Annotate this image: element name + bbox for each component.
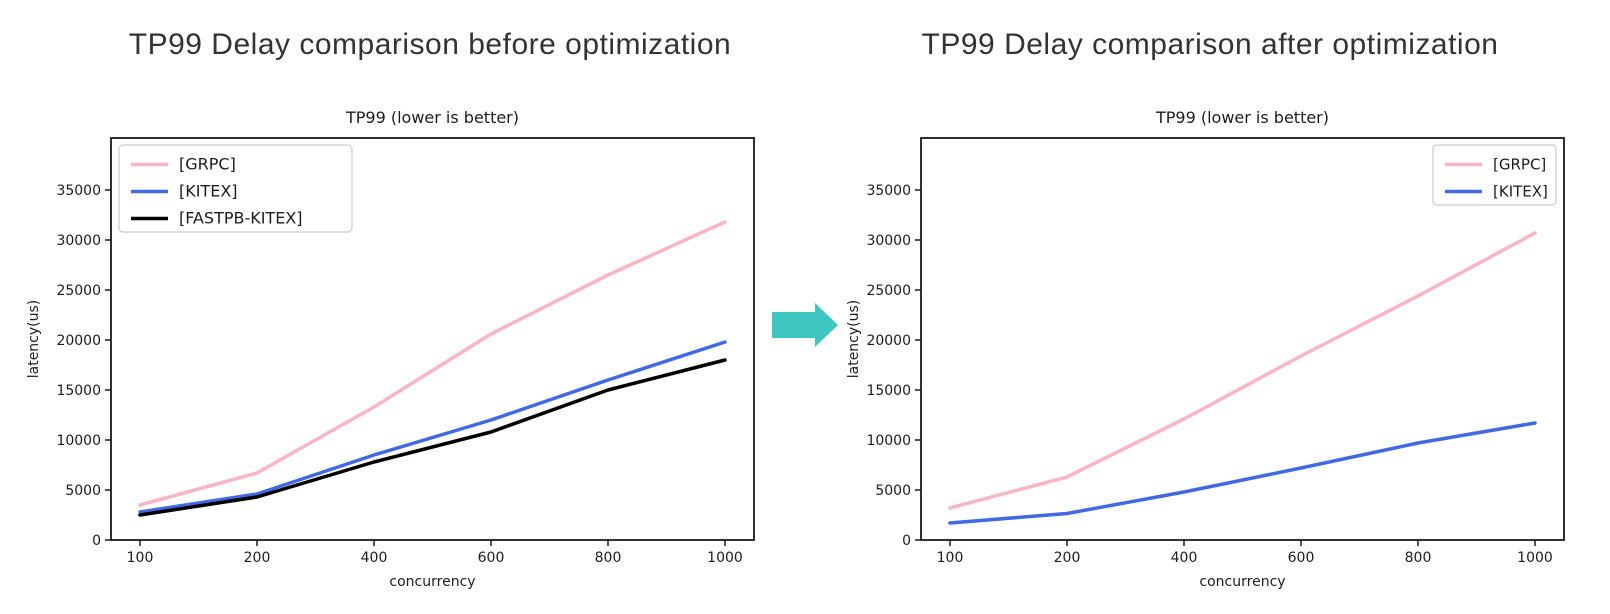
y-tick-label: 25000: [866, 283, 911, 299]
legend-label-kitex: [KITEX]: [1493, 183, 1548, 201]
y-tick-label: 20000: [866, 333, 911, 349]
x-tick-label: 400: [361, 550, 388, 566]
right-arrow-icon: [772, 303, 838, 347]
y-tick-label: 20000: [56, 333, 101, 349]
y-tick-label: 30000: [866, 233, 911, 249]
x-axis-label: concurrency: [389, 574, 475, 590]
legend-label-grpc: [GRPC]: [179, 155, 236, 174]
x-tick-label: 400: [1171, 550, 1198, 566]
chart-after-optimization: TP99 (lower is better) 100 200 400 600 800 100…: [846, 108, 1565, 590]
x-tick-label: 100: [937, 550, 964, 566]
chart-title: TP99 (lower is better): [345, 108, 519, 127]
heading-after-optimization: TP99 Delay comparison after optimization: [921, 28, 1499, 61]
plot-area: [920, 137, 1565, 541]
y-tick-label: 0: [92, 533, 101, 549]
legend-box: [118, 144, 353, 233]
y-tick-label: 5000: [65, 483, 101, 499]
right-arrow-shape: [772, 303, 838, 347]
y-tick-label: 35000: [56, 183, 101, 199]
series-line-grpc: [948, 231, 1537, 510]
y-tick-label: 15000: [56, 383, 101, 399]
y-tick-label: 30000: [56, 233, 101, 249]
legend-label-fastpb-kitex: [FASTPB-KITEX]: [179, 209, 303, 228]
x-tick-label: 1000: [1517, 550, 1553, 566]
x-tick-label: 200: [244, 550, 271, 566]
chart-title: TP99 (lower is better): [1155, 108, 1329, 127]
y-tick-label: 25000: [56, 283, 101, 299]
y-tick-label: 5000: [875, 483, 911, 499]
x-tick-label: 800: [1405, 550, 1432, 566]
legend-label-kitex: [KITEX]: [179, 182, 238, 201]
x-tick-label: 600: [1288, 550, 1315, 566]
x-tick-label: 200: [1054, 550, 1081, 566]
x-tick-label: 100: [127, 550, 154, 566]
series-line-grpc: [138, 220, 727, 507]
series-line-kitex: [948, 421, 1537, 525]
x-axis-label: concurrency: [1199, 574, 1285, 590]
y-tick-label: 10000: [56, 433, 101, 449]
x-tick-label: 600: [478, 550, 505, 566]
y-axis-label: latency(us): [846, 300, 862, 379]
y-tick-label: 35000: [866, 183, 911, 199]
y-tick-label: 0: [902, 533, 911, 549]
y-axis-label: latency(us): [26, 300, 42, 379]
series-line-kitex: [138, 340, 727, 514]
y-tick-label: 10000: [866, 433, 911, 449]
x-tick-label: 1000: [707, 550, 743, 566]
x-tick-label: 800: [595, 550, 622, 566]
optimization-arrow-icon: [760, 295, 850, 355]
plot-area: [110, 137, 755, 541]
chart-before-optimization: TP99 (lower is better) 100 200 400 600 800 100…: [26, 108, 755, 590]
series-line-fastpb-kitex: [138, 358, 727, 517]
heading-before-optimization: TP99 Delay comparison before optimizatio…: [128, 28, 732, 61]
legend-label-grpc: [GRPC]: [1493, 156, 1546, 174]
y-tick-label: 15000: [866, 383, 911, 399]
